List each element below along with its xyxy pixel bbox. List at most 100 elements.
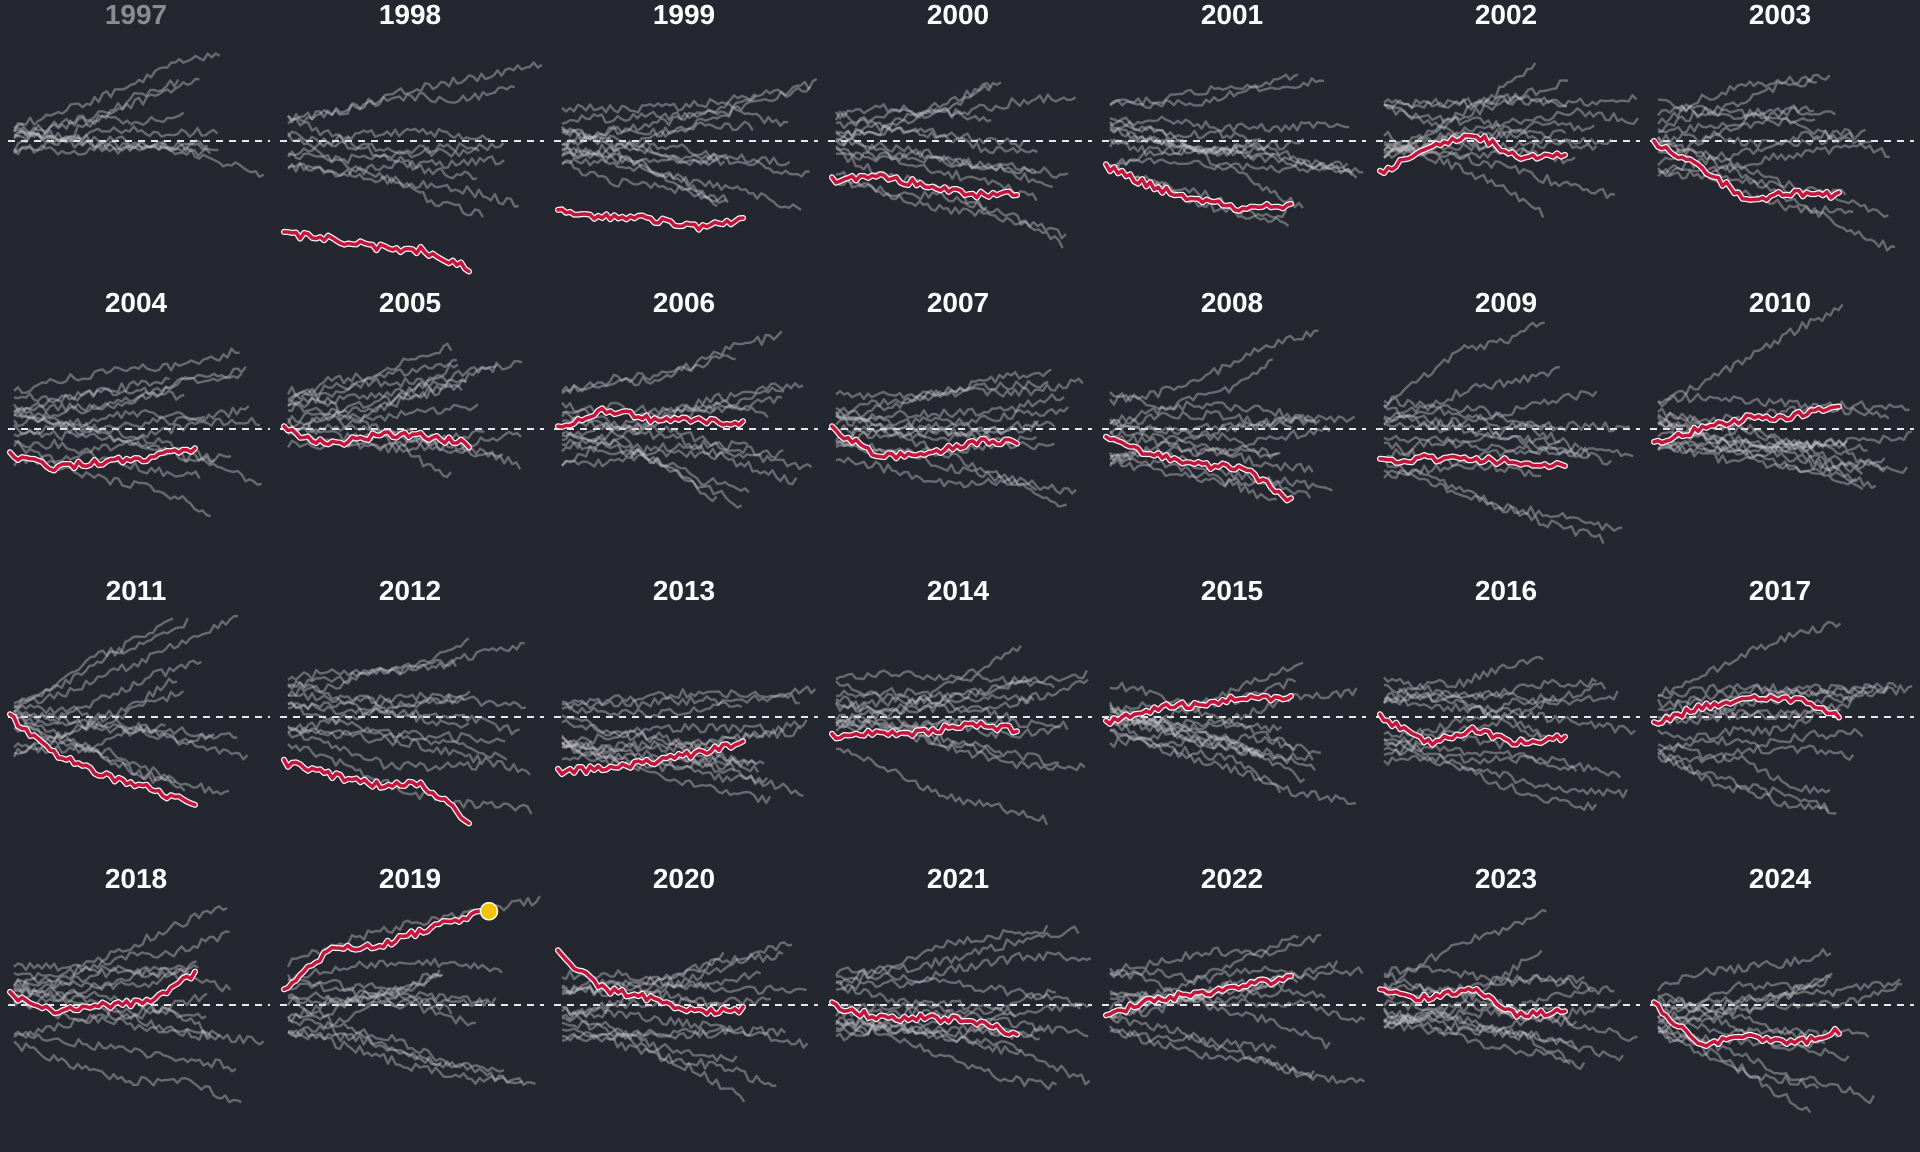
context-series-line [13, 983, 265, 1046]
context-series-line [1383, 414, 1561, 446]
context-series-line [287, 681, 527, 710]
context-series-line [1108, 121, 1353, 177]
context-series-line [13, 723, 166, 755]
context-series-line [287, 658, 458, 697]
panel-title: 2006 [653, 287, 715, 318]
context-series-line [561, 143, 719, 161]
context-series-line [13, 703, 249, 761]
highlight-series-line [1652, 694, 1841, 726]
context-series-line [287, 130, 505, 155]
panel-title: 2000 [927, 0, 989, 30]
panel-2002: 2002 [1376, 0, 1640, 218]
context-series-line [561, 722, 766, 748]
context-series-line [12, 125, 219, 144]
panel-title: 2007 [927, 287, 989, 318]
context-series-line [12, 979, 212, 1037]
context-series-line [1657, 743, 1831, 795]
context-series-line [1383, 681, 1607, 757]
context-series-line [1657, 972, 1833, 1026]
context-series-line [287, 972, 444, 1038]
context-series-line [1109, 329, 1319, 406]
panel-title: 2016 [1475, 575, 1537, 606]
panel-title: 2011 [106, 575, 167, 606]
context-series-line [835, 81, 992, 142]
context-series-line [13, 677, 178, 756]
context-series-line [1109, 157, 1349, 174]
context-series-line [1109, 977, 1299, 1005]
panel-2019: 2019 [280, 863, 544, 1087]
context-series-line [561, 743, 769, 784]
highlight-series-line [282, 424, 471, 450]
context-series-line [1383, 999, 1577, 1050]
highlight-series-line [282, 230, 471, 274]
context-series-line [1383, 396, 1580, 452]
panel-title: 2003 [1749, 0, 1811, 30]
context-series-line [287, 690, 471, 739]
context-series-line [1657, 1030, 1875, 1105]
context-series-line [13, 718, 215, 740]
context-series-line [561, 77, 818, 158]
context-series-line [1383, 366, 1560, 426]
context-series-line [1657, 104, 1815, 120]
context-series-line [835, 925, 1080, 976]
context-series-line [13, 709, 238, 744]
context-series-line [1657, 978, 1901, 1017]
context-series-line [561, 382, 804, 442]
context-series-line [287, 957, 503, 982]
panel-title: 2004 [105, 287, 168, 318]
context-series-line [835, 414, 1003, 438]
context-series-line [13, 126, 208, 152]
context-series-line [1383, 974, 1585, 1001]
panel-2021: 2021 [828, 863, 1092, 1091]
context-series-line [1383, 420, 1556, 461]
context-series-line [1383, 130, 1545, 218]
context-series-line [1108, 715, 1282, 794]
context-series-line [1657, 620, 1842, 697]
context-series-line [1109, 681, 1283, 734]
context-series-line [1109, 434, 1281, 459]
panel-title: 2013 [653, 575, 715, 606]
context-series-line [1657, 439, 1886, 472]
context-series-line [1657, 689, 1874, 721]
highlight-series-line [830, 720, 1019, 741]
context-series-line [1656, 978, 1825, 1007]
panel-2009: 2009 [1376, 287, 1640, 545]
context-series-line [1657, 98, 1890, 159]
context-series-line [1657, 744, 1855, 764]
highlight-series-line [1378, 133, 1567, 175]
context-series-line [834, 1016, 1091, 1086]
highlight-series-line [556, 207, 745, 232]
context-series-line [1383, 683, 1554, 741]
context-series-line [1109, 358, 1274, 426]
context-series-line [1657, 713, 1815, 742]
context-series-line [1383, 92, 1568, 110]
context-series-line [1109, 418, 1279, 460]
context-series-line [561, 120, 754, 152]
panel-2001: 2001 [1102, 0, 1366, 227]
context-series-line [287, 743, 533, 815]
context-series-line [1657, 303, 1844, 408]
context-series-line [1109, 77, 1325, 107]
panel-title: 2023 [1475, 863, 1537, 894]
context-series-line [835, 669, 1055, 689]
context-series-line [1657, 1024, 1812, 1114]
context-series-line [1109, 714, 1296, 751]
panel-2020: 2020 [554, 863, 818, 1103]
context-series-line [835, 669, 1088, 700]
context-series-line [1383, 738, 1598, 812]
context-series-line [834, 999, 1081, 1018]
context-series-line [1656, 430, 1913, 456]
context-series-line [286, 974, 476, 1027]
context-series-line [1109, 1028, 1315, 1079]
context-series-line [1383, 982, 1638, 1042]
context-series-line [835, 419, 1039, 446]
context-series-line [561, 127, 726, 167]
highlight-series-line [830, 424, 1019, 461]
context-series-line [561, 439, 749, 468]
context-series-line [1109, 933, 1322, 977]
panel-title: 2018 [105, 863, 167, 894]
context-series-line [1383, 441, 1542, 478]
context-series-line [561, 106, 789, 127]
highlight-series-line [1104, 974, 1293, 1018]
highlight-series-line [8, 712, 197, 807]
